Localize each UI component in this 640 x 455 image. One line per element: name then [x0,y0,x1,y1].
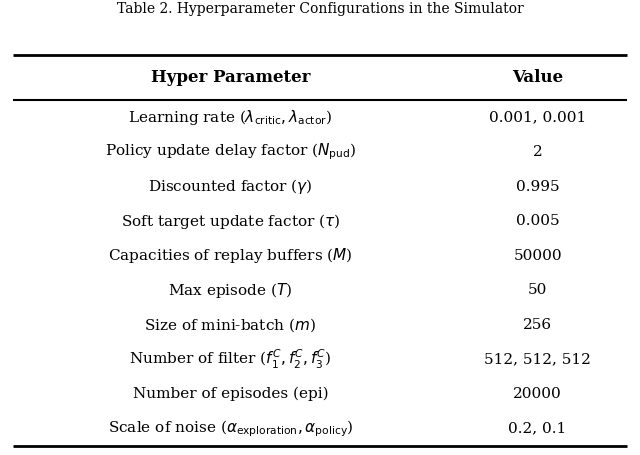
Text: 50000: 50000 [513,249,562,263]
Text: Number of filter ($f_1^C, f_2^C, f_3^C$): Number of filter ($f_1^C, f_2^C, f_3^C$) [129,348,332,371]
Text: Policy update delay factor ($N_{\mathrm{pud}}$): Policy update delay factor ($N_{\mathrm{… [105,142,356,162]
Text: 0.005: 0.005 [516,214,559,228]
Text: Learning rate ($\lambda_{\mathrm{critic}}, \lambda_{\mathrm{actor}}$): Learning rate ($\lambda_{\mathrm{critic}… [128,108,333,127]
Text: Max episode ($T$): Max episode ($T$) [168,281,292,300]
Text: 0.995: 0.995 [516,180,559,193]
Text: 2: 2 [532,145,543,159]
Text: 0.2, 0.1: 0.2, 0.1 [508,422,567,435]
Text: 256: 256 [523,318,552,332]
Text: Capacities of replay buffers ($M$): Capacities of replay buffers ($M$) [108,246,353,265]
Text: Number of episodes (epi): Number of episodes (epi) [132,387,328,401]
Text: 50: 50 [528,283,547,297]
Text: Value: Value [512,69,563,86]
Text: 20000: 20000 [513,387,562,401]
Text: 0.001, 0.001: 0.001, 0.001 [489,111,586,124]
Text: Discounted factor ($\gamma$): Discounted factor ($\gamma$) [148,177,313,196]
Text: 512, 512, 512: 512, 512, 512 [484,353,591,366]
Text: Soft target update factor ($\tau$): Soft target update factor ($\tau$) [120,212,340,231]
Text: Scale of noise ($\alpha_{\mathrm{exploration}}, \alpha_{\mathrm{policy}}$): Scale of noise ($\alpha_{\mathrm{explora… [108,418,353,439]
Text: Hyper Parameter: Hyper Parameter [150,69,310,86]
Text: Size of mini-batch ($m$): Size of mini-batch ($m$) [145,316,316,334]
Text: Table 2. Hyperparameter Configurations in the Simulator: Table 2. Hyperparameter Configurations i… [116,2,524,16]
